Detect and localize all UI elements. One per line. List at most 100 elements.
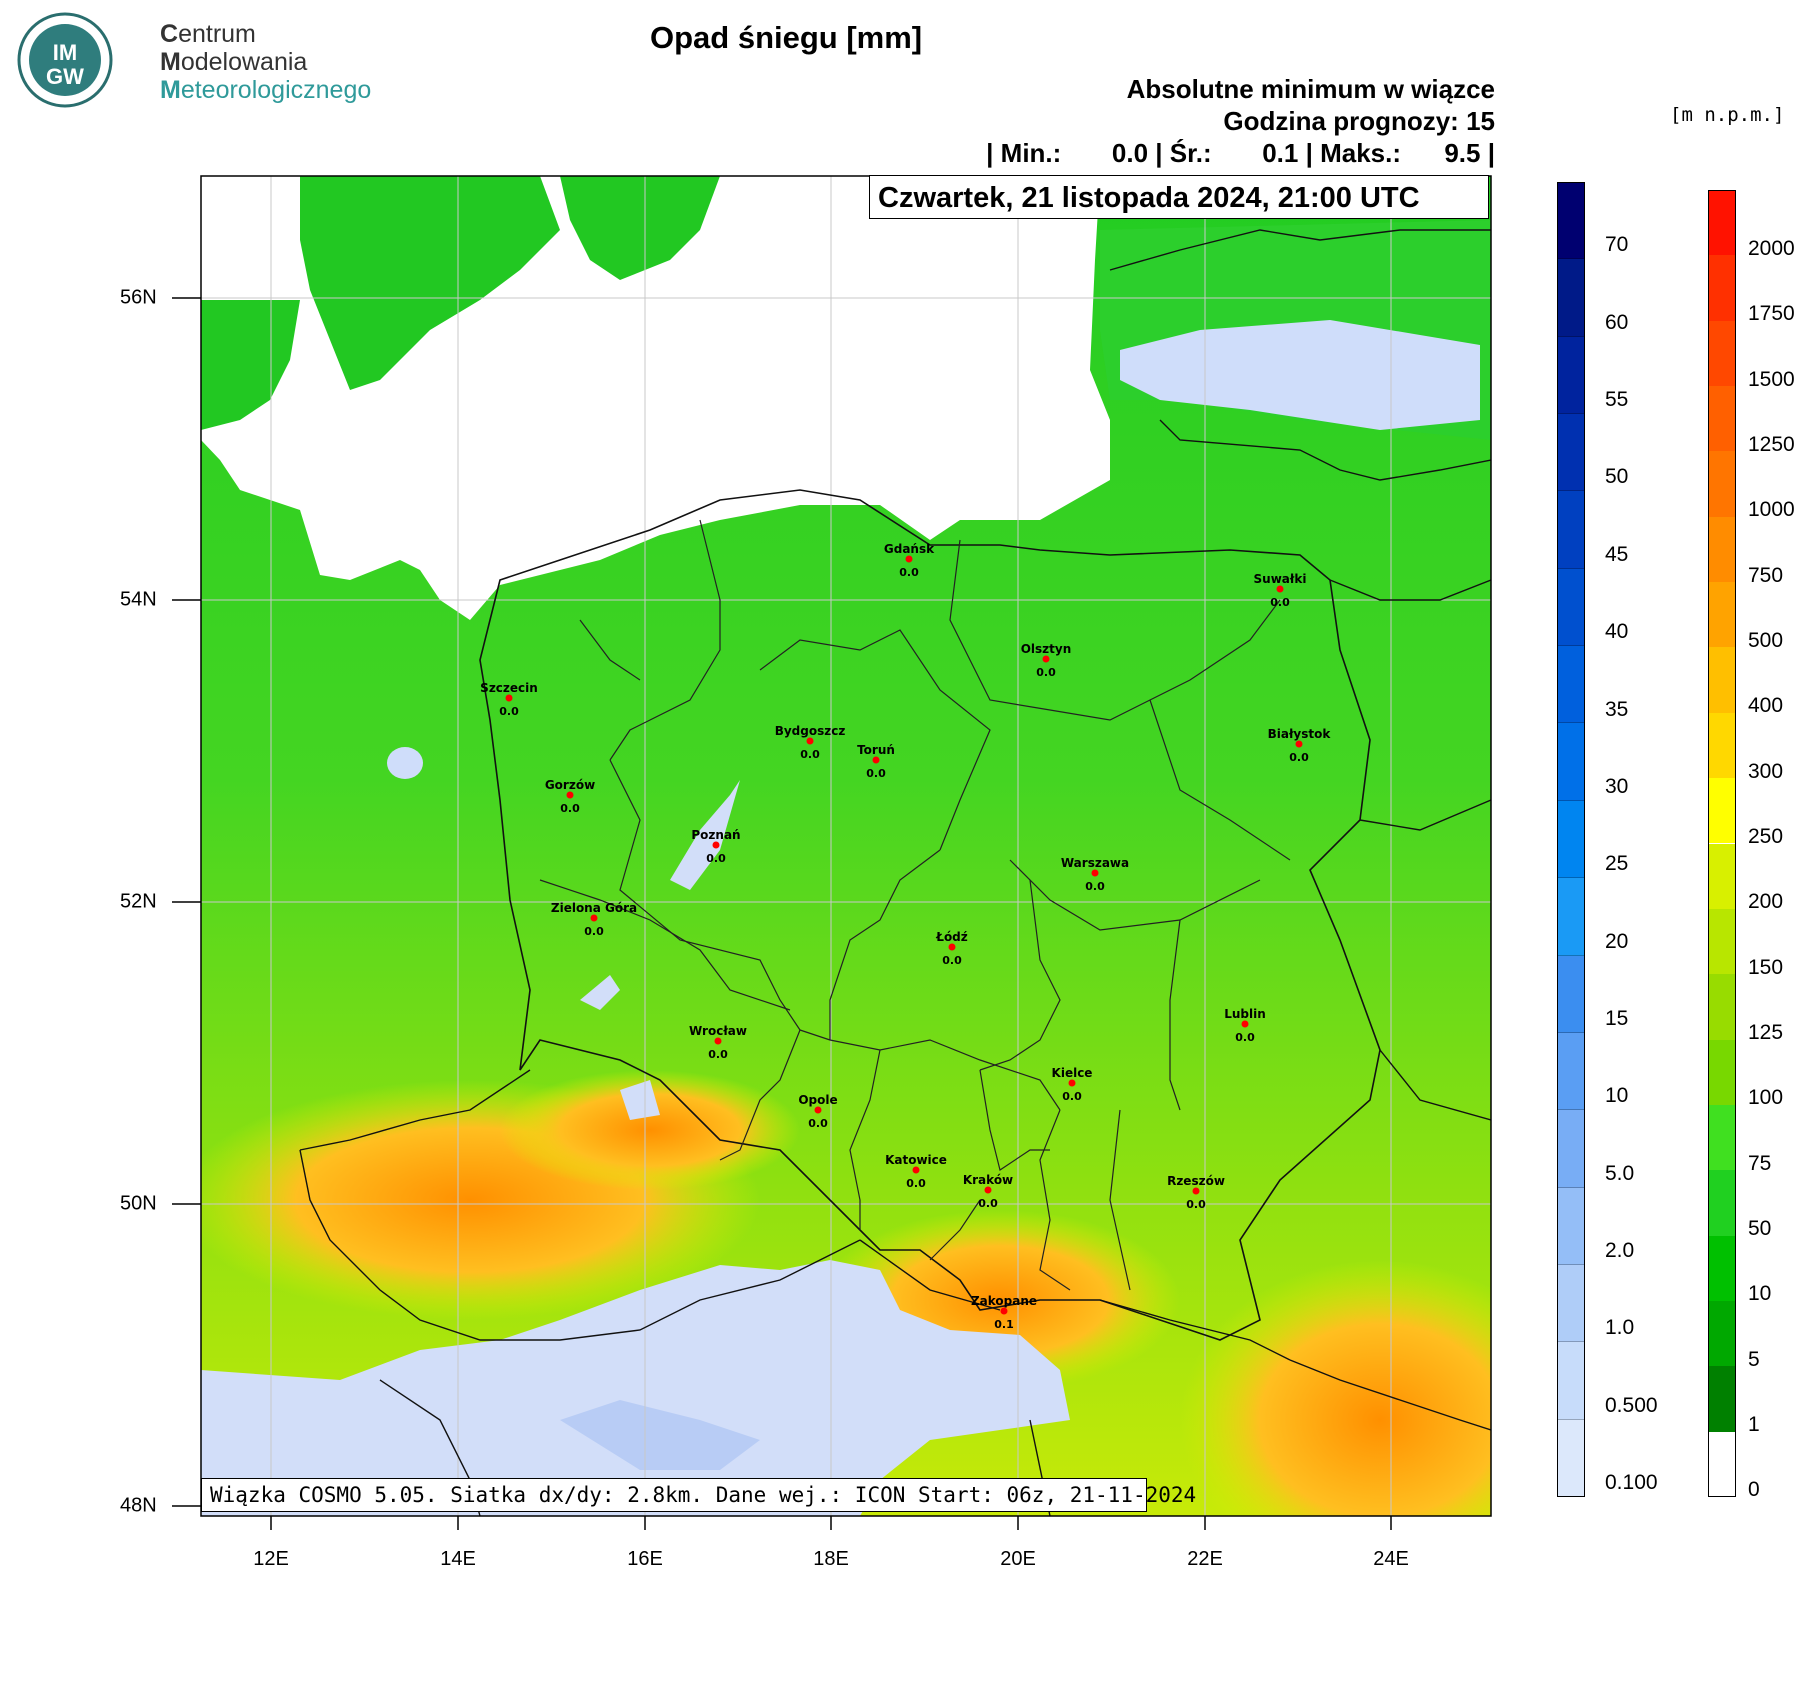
city-marker: Opole 0.0 xyxy=(798,1093,837,1130)
city-marker: Poznań 0.0 xyxy=(691,828,740,865)
city-dot-icon xyxy=(814,1106,822,1114)
elevation-colorbar-swatch xyxy=(1708,1039,1736,1105)
elevation-colorbar-label: 300 xyxy=(1748,759,1784,783)
elevation-colorbar-swatch xyxy=(1708,386,1736,452)
elevation-colorbar-swatch xyxy=(1708,974,1736,1040)
imgw-badge-icon: IM GW xyxy=(17,12,113,108)
snow-colorbar-label: 15 xyxy=(1605,1006,1629,1030)
voivodeship-borders xyxy=(539,519,1291,1291)
city-marker: Lublin 0.0 xyxy=(1224,1007,1266,1044)
snow-colorbar-label: 0.100 xyxy=(1605,1471,1658,1495)
city-value: 0.0 xyxy=(1270,596,1290,609)
city-dot-icon xyxy=(1068,1079,1076,1087)
city-value: 0.0 xyxy=(978,1197,998,1210)
city-dot-icon xyxy=(912,1166,920,1174)
elevation-colorbar-label: 10 xyxy=(1748,1282,1772,1306)
snow-colorbar-label: 40 xyxy=(1605,620,1629,644)
x-tick-label: 12E xyxy=(253,1548,289,1570)
city-marker: Rzeszów 0.0 xyxy=(1167,1174,1225,1211)
elevation-colorbar-label: 5 xyxy=(1748,1347,1760,1371)
city-name: Kraków xyxy=(963,1173,1013,1187)
x-tick-label: 22E xyxy=(1187,1548,1223,1570)
city-name: Suwałki xyxy=(1254,572,1307,586)
x-tick-label: 24E xyxy=(1373,1548,1409,1570)
city-value: 0.0 xyxy=(1289,751,1309,764)
city-value: 0.1 xyxy=(994,1318,1014,1331)
snow-colorbar-label: 60 xyxy=(1605,310,1629,334)
city-marker: Łódź 0.0 xyxy=(935,930,968,967)
city-value: 0.0 xyxy=(899,566,919,579)
forecast-date-label: Czwartek, 21 listopada 2024, 21:00 UTC xyxy=(869,175,1489,219)
city-name: Poznań xyxy=(691,828,740,842)
city-marker: Kraków 0.0 xyxy=(963,1173,1013,1210)
elevation-colorbar-label: 1500 xyxy=(1748,367,1795,391)
elevation-colorbar-label: 2000 xyxy=(1748,236,1795,260)
city-marker: Kielce 0.0 xyxy=(1052,1066,1093,1103)
city-name: Bydgoszcz xyxy=(775,724,846,738)
city-marker: Zakopane 0.1 xyxy=(971,1294,1037,1331)
elevation-colorbar-frame xyxy=(1708,190,1736,1497)
city-value: 0.0 xyxy=(1062,1090,1082,1103)
city-dot-icon xyxy=(505,694,513,702)
city-dot-icon xyxy=(1192,1187,1200,1195)
logo-line-3: Meteorologicznego xyxy=(160,76,372,104)
x-tick-label: 20E xyxy=(1000,1548,1036,1570)
svg-text:IM: IM xyxy=(53,40,77,65)
snow-colorbar-swatch xyxy=(1557,723,1585,801)
city-value: 0.0 xyxy=(800,748,820,761)
x-tick-label: 16E xyxy=(627,1548,663,1570)
city-dot-icon xyxy=(806,737,814,745)
city-name: Białystok xyxy=(1268,727,1332,741)
city-name: Zakopane xyxy=(971,1294,1037,1308)
city-marker: Warszawa 0.0 xyxy=(1061,856,1129,893)
city-value: 0.0 xyxy=(1036,666,1056,679)
city-value: 0.0 xyxy=(1235,1031,1255,1044)
city-marker: Suwałki 0.0 xyxy=(1254,572,1307,609)
snow-colorbar-label: 55 xyxy=(1605,388,1629,412)
city-value: 0.0 xyxy=(906,1177,926,1190)
city-dot-icon xyxy=(1241,1020,1249,1028)
elevation-colorbar-label: 50 xyxy=(1748,1217,1772,1241)
snow-colorbar-label: 45 xyxy=(1605,542,1629,566)
poland-border xyxy=(479,489,1381,1341)
elevation-colorbar-label: 250 xyxy=(1748,824,1784,848)
graticule xyxy=(201,176,1491,1516)
city-value: 0.0 xyxy=(706,852,726,865)
elevation-unit-label: [m n.p.m.] xyxy=(1670,104,1785,126)
city-name: Rzeszów xyxy=(1167,1174,1225,1188)
city-value: 0.0 xyxy=(1186,1198,1206,1211)
elevation-colorbar-label: 1 xyxy=(1748,1413,1760,1437)
axis-tick-marks xyxy=(172,297,1392,1530)
snow-colorbar-frame xyxy=(1557,182,1585,1497)
snow-colorbar-label: 2.0 xyxy=(1605,1239,1635,1263)
y-tick-label: 54N xyxy=(120,588,157,611)
snow-colorbar-label: 20 xyxy=(1605,929,1629,953)
y-tick-label: 52N xyxy=(120,890,157,913)
svg-text:GW: GW xyxy=(46,64,84,89)
elevation-colorbar-label: 100 xyxy=(1748,1086,1784,1110)
city-marker: Gdańsk 0.0 xyxy=(884,542,935,579)
city-name: Katowice xyxy=(885,1153,947,1167)
elevation-colorbar-label: 500 xyxy=(1748,628,1784,652)
city-dot-icon xyxy=(984,1186,992,1194)
snow-colorbar-label: 10 xyxy=(1605,1084,1629,1108)
city-marker: Bydgoszcz 0.0 xyxy=(775,724,846,761)
city-dot-icon xyxy=(590,914,598,922)
snow-colorbar-label: 5.0 xyxy=(1605,1161,1635,1185)
elevation-colorbar-label: 0 xyxy=(1748,1478,1760,1502)
elevation-colorbar-label: 125 xyxy=(1748,1021,1784,1044)
city-name: Gorzów xyxy=(545,778,595,792)
city-name: Opole xyxy=(798,1093,837,1107)
city-name: Szczecin xyxy=(480,681,538,695)
elevation-colorbar-label: 1250 xyxy=(1748,432,1795,456)
elevation-colorbar-label: 1000 xyxy=(1748,498,1795,522)
city-dot-icon xyxy=(872,756,880,764)
city-marker: Toruń 0.0 xyxy=(857,743,895,780)
city-value: 0.0 xyxy=(1085,880,1105,893)
elevation-colorbar-label: 1750 xyxy=(1748,302,1795,326)
city-value: 0.0 xyxy=(942,954,962,967)
city-name: Warszawa xyxy=(1061,856,1129,870)
city-dot-icon xyxy=(566,791,574,799)
elevation-colorbar-label: 150 xyxy=(1748,955,1784,979)
city-name: Lublin xyxy=(1224,1007,1266,1021)
